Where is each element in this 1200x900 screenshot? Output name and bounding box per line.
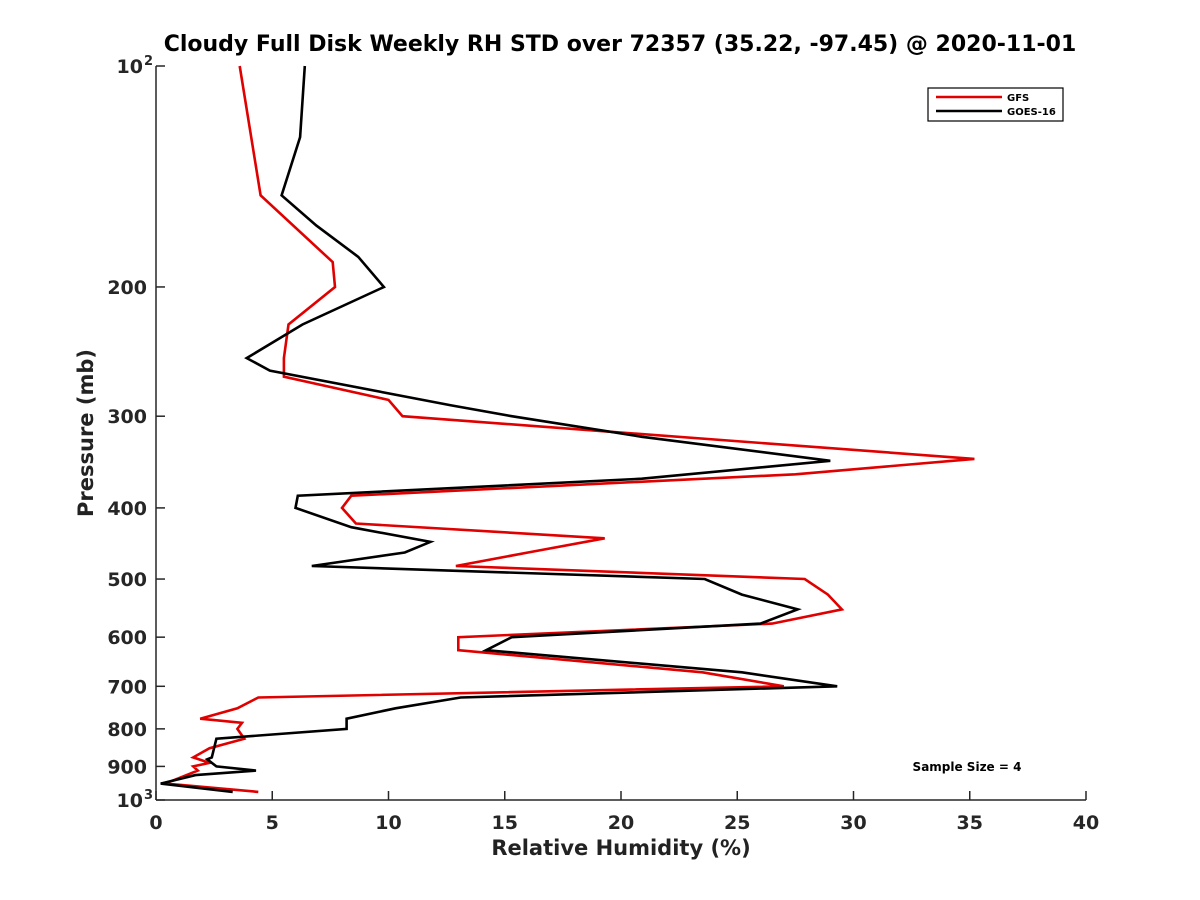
y-tick-exponent: 3 xyxy=(144,788,153,803)
x-tick-label: 15 xyxy=(492,812,518,834)
series-line-goes-16 xyxy=(160,65,838,794)
x-tick-label: 25 xyxy=(724,812,750,834)
x-tick-label: 40 xyxy=(1073,812,1099,834)
legend-box xyxy=(927,87,1064,122)
y-tick-exponent: 2 xyxy=(144,54,153,69)
y-tick-label: 10 xyxy=(117,56,143,78)
y-tick-label: 600 xyxy=(107,627,147,649)
y-axis-label: Pressure (mb) xyxy=(74,349,98,517)
sample-size-annotation: Sample Size = 4 xyxy=(913,760,1022,774)
x-tick-label: 20 xyxy=(608,812,634,834)
x-tick-label: 5 xyxy=(266,812,279,834)
series-layer xyxy=(160,65,975,794)
legend-entry-label: GOES-16 xyxy=(1007,107,1056,118)
series-line-gfs xyxy=(164,65,975,794)
y-tick-label: 400 xyxy=(107,498,147,520)
chart-title: Cloudy Full Disk Weekly RH STD over 7235… xyxy=(163,32,1077,57)
y-tick-label: 300 xyxy=(107,406,147,428)
y-tick-label: 800 xyxy=(107,719,147,741)
x-tick-label: 10 xyxy=(375,812,401,834)
x-axis-label: Relative Humidity (%) xyxy=(491,836,751,860)
legend: GFS GOES-16 xyxy=(927,87,1064,122)
x-tick-label: 35 xyxy=(957,812,983,834)
y-tick-label: 700 xyxy=(107,676,147,698)
x-tick-label: 30 xyxy=(840,812,866,834)
y-tick-label: 900 xyxy=(107,756,147,778)
y-tick-label: 200 xyxy=(107,277,147,299)
y-tick-label: 10 xyxy=(117,790,143,812)
y-tick-label: 500 xyxy=(107,569,147,591)
legend-entry-label: GFS xyxy=(1007,93,1029,104)
x-tick-label: 0 xyxy=(149,812,162,834)
